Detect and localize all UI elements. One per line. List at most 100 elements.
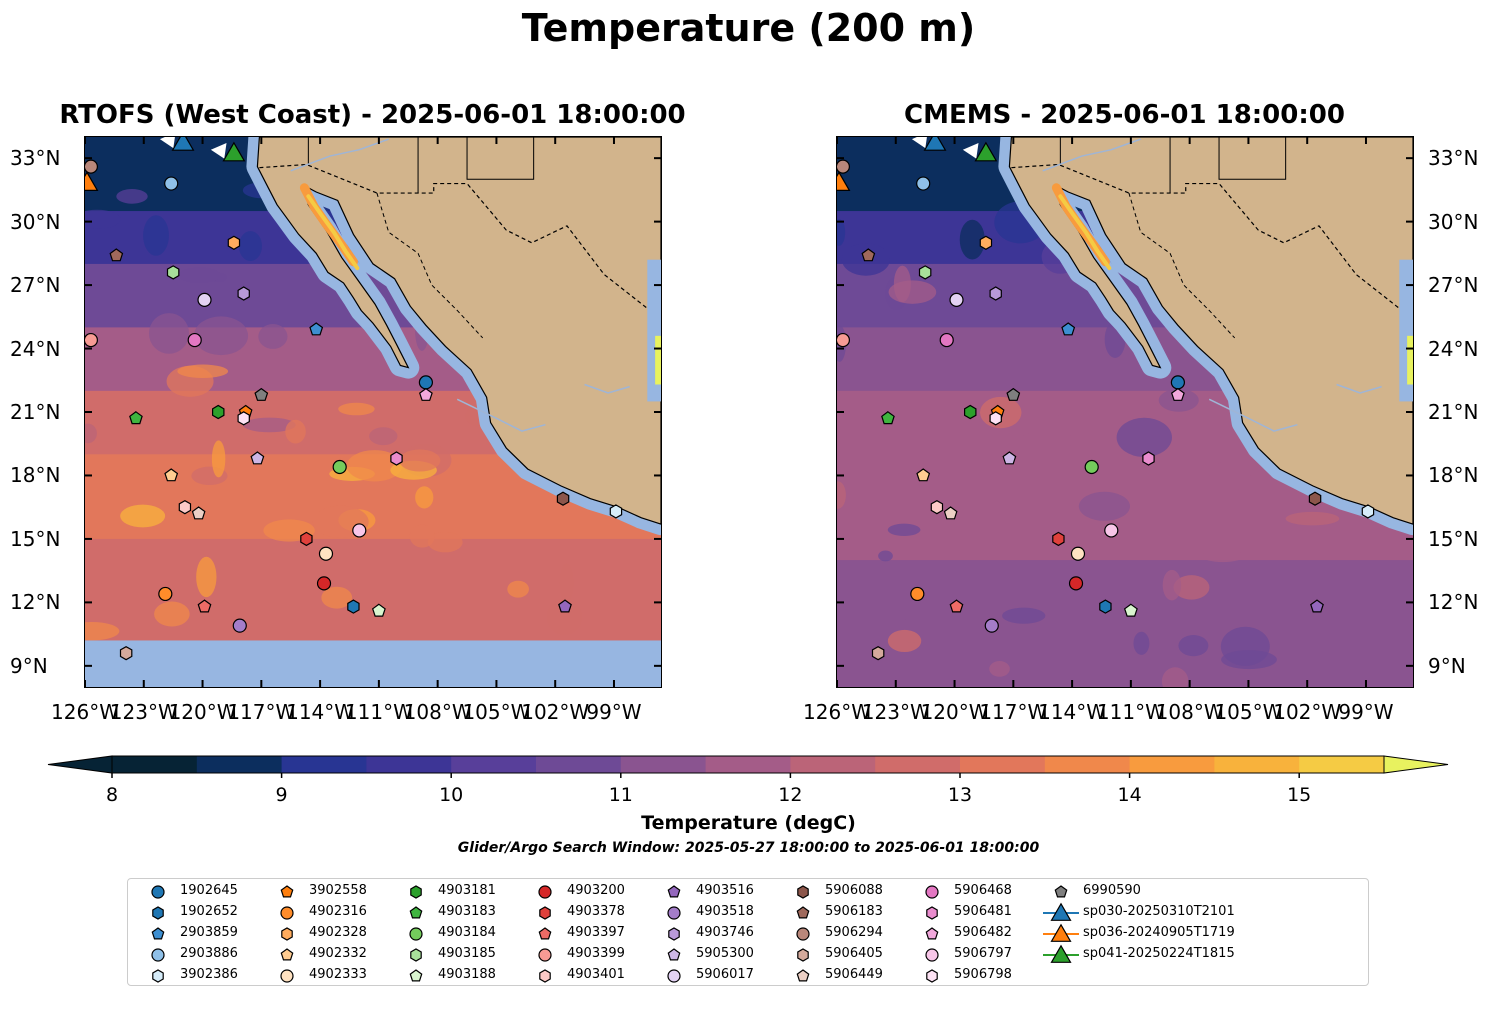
lat-tick-label: 33°N xyxy=(10,146,61,171)
argo-float-marker-3902386 xyxy=(1361,504,1375,519)
river xyxy=(290,138,389,172)
argo-float-marker-5906468 xyxy=(187,332,202,348)
temperature-eddy xyxy=(258,324,288,349)
argo-float-marker-4903200 xyxy=(316,576,332,591)
glider-marker-sp041-20250224T1815 xyxy=(222,141,246,162)
legend-float-marker xyxy=(668,927,680,941)
legend-float-marker xyxy=(152,969,164,983)
map-panel-cmems xyxy=(836,136,1414,688)
hexagon-marker-icon xyxy=(281,927,293,941)
legend-label: 5906405 xyxy=(825,946,883,961)
argo-float-marker-5906017 xyxy=(949,292,964,307)
colorbar-segment xyxy=(112,756,198,773)
lon-tick-label: 111°W xyxy=(1096,700,1165,724)
legend-label: 4903183 xyxy=(438,904,496,919)
argo-float-marker-4902316 xyxy=(158,586,173,602)
legend-label: 5906468 xyxy=(954,883,1012,898)
legend-label: 4903184 xyxy=(438,925,496,940)
legend-label: 4902332 xyxy=(309,946,367,961)
glider-track xyxy=(962,142,979,159)
legend-float-marker xyxy=(539,906,551,920)
lon-tick-label: 123°W xyxy=(861,700,930,724)
legend-float-marker xyxy=(667,885,681,898)
temperature-eddy xyxy=(143,215,169,256)
temperature-eddy xyxy=(559,563,574,603)
legend-label: sp036-20240905T1719 xyxy=(1083,925,1235,940)
temperature-eddy xyxy=(887,523,921,536)
temperature-eddy xyxy=(878,550,893,562)
temperature-eddy xyxy=(1116,417,1172,458)
temperature-eddy xyxy=(1078,491,1131,521)
colorbar-segment xyxy=(620,756,707,773)
hexagon-marker-icon xyxy=(152,906,164,920)
temperature-eddy xyxy=(887,629,922,653)
temperature-eddy xyxy=(369,427,398,446)
legend-float-marker xyxy=(667,906,681,920)
pentagon-marker-icon xyxy=(409,906,423,919)
hexagon-marker-icon xyxy=(539,906,551,920)
circle-marker-icon xyxy=(538,948,552,962)
legend-label: 5906017 xyxy=(696,967,754,982)
temperature-eddy xyxy=(1178,635,1209,657)
temperature-eddy xyxy=(154,601,190,627)
lon-tick-label: 105°W xyxy=(1214,700,1283,724)
argo-float-marker-4903516 xyxy=(1310,599,1324,613)
lat-tick-label: 12°N xyxy=(1428,590,1479,615)
glider-track xyxy=(210,142,227,159)
lat-tick-label: 15°N xyxy=(10,526,61,551)
legend-float-marker xyxy=(409,927,423,941)
legend-float-marker xyxy=(667,948,681,961)
colorbar-segment xyxy=(1129,756,1215,773)
legend-label: 6990590 xyxy=(1083,883,1141,898)
legend-float-marker xyxy=(797,885,809,899)
legend-float-marker xyxy=(538,927,552,940)
legend-float-marker xyxy=(926,906,938,920)
temperature-eddy xyxy=(85,209,121,229)
legend-float-marker xyxy=(796,927,810,941)
temperature-eddy xyxy=(1019,431,1075,450)
argo-float-marker-2903886 xyxy=(916,176,931,191)
colorbar-segment xyxy=(1214,756,1300,773)
map-panel-rtofs xyxy=(84,136,662,688)
pentagon-marker-icon xyxy=(280,885,294,898)
circle-marker-icon xyxy=(409,927,423,941)
argo-float-marker-5906405 xyxy=(119,646,133,661)
argo-float-marker-4902332 xyxy=(164,468,179,482)
legend-float-marker xyxy=(152,906,164,920)
temperature-eddy xyxy=(837,218,846,246)
colorbar-segment xyxy=(875,756,961,773)
legend-label: 4903188 xyxy=(438,967,496,982)
lat-tick-label: 18°N xyxy=(10,463,61,488)
legend-glider-marker xyxy=(1050,944,1072,963)
colorbar-tick-label: 15 xyxy=(1287,784,1312,806)
temperature-eddy xyxy=(285,419,306,444)
legend-label: 4903200 xyxy=(567,883,625,898)
argo-float-marker-4903183 xyxy=(881,411,895,425)
colorbar-tick-label: 9 xyxy=(275,784,288,806)
colorbar-segment xyxy=(451,756,537,773)
argo-float-marker-5906449 xyxy=(943,506,958,520)
temperature-eddy xyxy=(338,402,375,416)
legend-float-marker xyxy=(797,948,809,962)
legend-label: 4902328 xyxy=(309,925,367,940)
argo-float-marker-5906449 xyxy=(191,506,206,520)
glider-marker-sp041-20250224T1815 xyxy=(974,141,998,162)
legend-float-marker xyxy=(538,948,552,962)
circle-marker-icon xyxy=(667,969,681,983)
argo-float-marker-4903401 xyxy=(178,500,192,515)
river xyxy=(456,398,546,432)
argo-float-marker-5906468 xyxy=(939,332,954,348)
argo-float-marker-4903185 xyxy=(918,265,932,280)
circle-marker-icon xyxy=(796,927,810,941)
temperature-eddy xyxy=(178,267,221,284)
temperature-eddy xyxy=(1133,631,1150,655)
argo-float-marker-5906481 xyxy=(390,451,403,466)
lon-tick-label: 99°W xyxy=(1338,700,1394,724)
argo-float-marker-4903184 xyxy=(332,459,347,475)
lat-tick-label: 9°N xyxy=(10,653,48,678)
colorbar-tick-label: 11 xyxy=(608,784,633,806)
pentagon-marker-icon xyxy=(1054,885,1068,898)
pentagon-marker-icon xyxy=(796,906,810,919)
temperature-eddy xyxy=(1032,395,1067,418)
triangle-marker-icon xyxy=(1043,944,1079,963)
